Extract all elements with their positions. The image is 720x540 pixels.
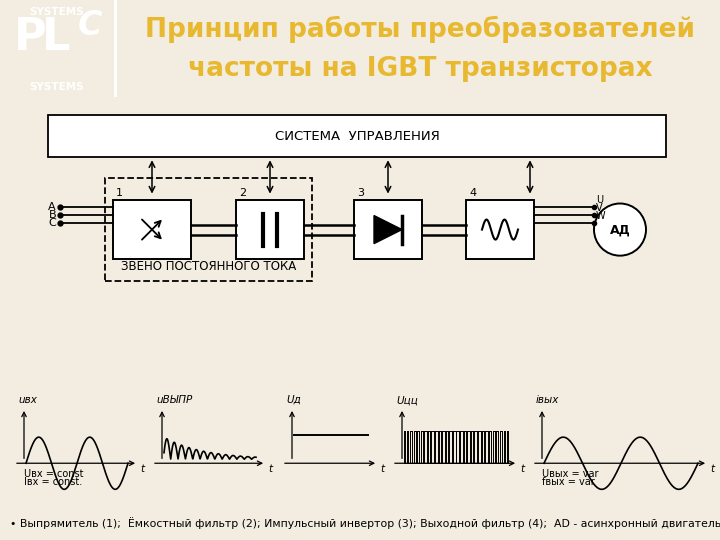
- Bar: [105, 178, 312, 281]
- Text: 4: 4: [469, 188, 476, 199]
- Text: A: A: [48, 201, 56, 212]
- Text: ЗВЕНО ПОСТОЯННОГО ТОКА: ЗВЕНО ПОСТОЯННОГО ТОКА: [121, 260, 296, 273]
- Bar: [354, 200, 422, 259]
- Text: Uцц: Uцц: [396, 395, 418, 405]
- Text: C: C: [48, 218, 56, 227]
- Text: B: B: [48, 210, 56, 220]
- Text: V: V: [596, 202, 603, 213]
- Text: АД: АД: [610, 223, 631, 236]
- Text: uвх: uвх: [18, 395, 37, 405]
- Text: fвых = var: fвых = var: [542, 477, 595, 487]
- Text: Uвых = var: Uвых = var: [542, 469, 598, 480]
- Text: t: t: [380, 464, 384, 474]
- Text: P: P: [14, 16, 47, 58]
- Text: t: t: [520, 464, 524, 474]
- Bar: [466, 200, 534, 259]
- Bar: [236, 200, 304, 259]
- Circle shape: [594, 204, 646, 255]
- Text: • Выпрямитель (1);  Ёмкостный фильтр (2); Импульсный инвертор (3); Выходной филь: • Выпрямитель (1); Ёмкостный фильтр (2);…: [10, 517, 720, 529]
- Text: SYSTEMS: SYSTEMS: [30, 82, 84, 92]
- Text: L: L: [42, 16, 71, 58]
- Text: 1: 1: [116, 188, 123, 199]
- Text: SYSTEMS: SYSTEMS: [30, 7, 84, 17]
- Text: Uвх = const: Uвх = const: [24, 469, 84, 480]
- Text: частоты на IGBT транзисторах: частоты на IGBT транзисторах: [188, 56, 652, 82]
- Text: t: t: [140, 464, 144, 474]
- Text: C: C: [78, 9, 102, 42]
- Bar: [48, 115, 666, 157]
- Text: СИСТЕМА  УПРАВЛЕНИЯ: СИСТЕМА УПРАВЛЕНИЯ: [274, 130, 439, 143]
- Text: Uд: Uд: [286, 395, 301, 405]
- Text: iвых: iвых: [536, 395, 559, 405]
- Bar: [113, 200, 191, 259]
- Text: t: t: [710, 464, 714, 474]
- Text: Принцип работы преобразователей: Принцип работы преобразователей: [145, 16, 695, 43]
- Text: uВЫПР: uВЫПР: [156, 395, 192, 405]
- Text: Iвх = const.: Iвх = const.: [24, 477, 82, 487]
- Text: 3: 3: [357, 188, 364, 199]
- Polygon shape: [374, 215, 402, 244]
- Text: W: W: [596, 211, 606, 220]
- Text: 2: 2: [239, 188, 246, 199]
- Text: t: t: [268, 464, 272, 474]
- Text: U: U: [596, 194, 603, 205]
